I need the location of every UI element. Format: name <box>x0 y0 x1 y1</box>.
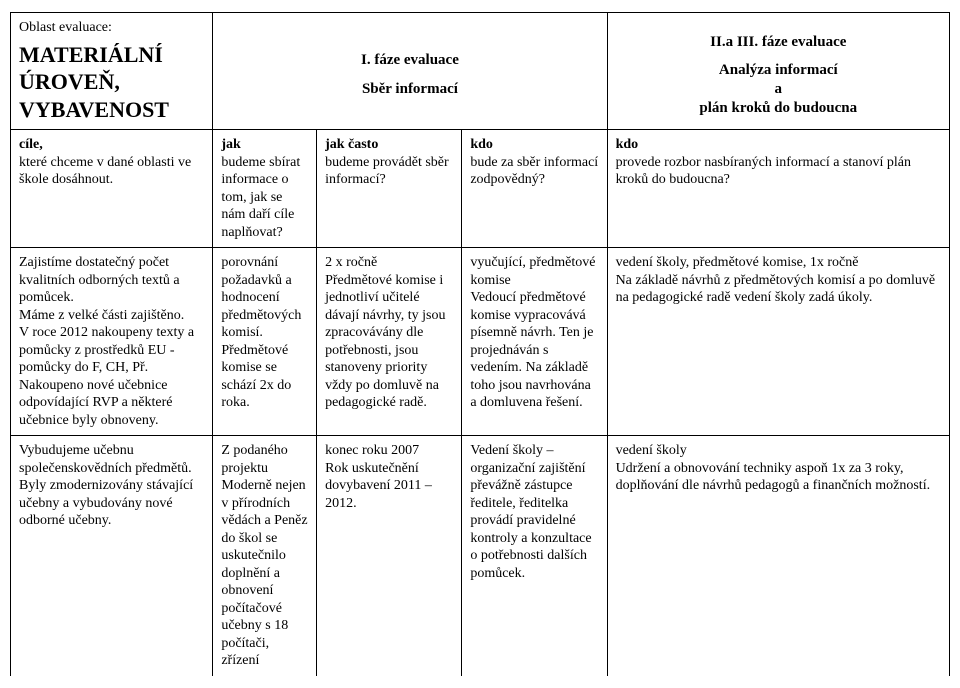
evaluation-table: Oblast evaluace: MATERIÁLNÍ ÚROVEŇ, VYBA… <box>10 12 950 676</box>
subhead-col2: jak budeme sbírat informace o tom, jak s… <box>213 130 317 248</box>
col3-rest: budeme provádět sběr informací? <box>325 155 449 188</box>
r2c3: konec roku 2007 Rok uskutečnění dovybave… <box>317 436 462 676</box>
r2c2: Z podaného projektu Moderně nejen v přír… <box>213 436 317 676</box>
phase1-cell: I. fáze evaluace Sběr informací <box>213 13 607 130</box>
col2-rest: budeme sbírat informace o tom, jak se ná… <box>221 155 300 240</box>
header-row: Oblast evaluace: MATERIÁLNÍ ÚROVEŇ, VYBA… <box>11 13 950 130</box>
r1c3: 2 x ročně Předmětové komise i jednotliví… <box>317 248 462 436</box>
subhead-col1: cíle, které chceme v dané oblasti ve ško… <box>11 130 213 248</box>
body-row-1: Zajistíme dostatečný počet kvalitních od… <box>11 248 950 436</box>
col4-bold: kdo <box>470 137 493 152</box>
r1c4: vyučující, předmětové komise Vedoucí pře… <box>462 248 607 436</box>
phase2-title: II.a III. fáze evaluace <box>616 33 941 52</box>
r1c5: vedení školy, předmětové komise, 1x ročn… <box>607 248 949 436</box>
col4-rest: bude za sběr informací zodpovědný? <box>470 155 598 188</box>
phase2-sub1: Analýza informací <box>616 61 941 80</box>
col5-rest: provede rozbor nasbíraných informací a s… <box>616 155 911 188</box>
col1-bold: cíle, <box>19 137 43 152</box>
page: Oblast evaluace: MATERIÁLNÍ ÚROVEŇ, VYBA… <box>0 0 960 676</box>
col3-bold: jak často <box>325 137 378 152</box>
subheader-row: cíle, které chceme v dané oblasti ve ško… <box>11 130 950 248</box>
col2-bold: jak <box>221 137 240 152</box>
phase2-sub2: a <box>616 80 941 99</box>
r2c1: Vybudujeme učebnu společenskovědních pře… <box>11 436 213 676</box>
area-cell: Oblast evaluace: MATERIÁLNÍ ÚROVEŇ, VYBA… <box>11 13 213 130</box>
area-label: Oblast evaluace: <box>19 19 204 37</box>
r2c4: Vedení školy – organizační zajištění pře… <box>462 436 607 676</box>
body-row-2: Vybudujeme učebnu společenskovědních pře… <box>11 436 950 676</box>
r1c1: Zajistíme dostatečný počet kvalitních od… <box>11 248 213 436</box>
phase1-sub: Sběr informací <box>221 80 598 99</box>
subhead-col3: jak často budeme provádět sběr informací… <box>317 130 462 248</box>
phase1-title: I. fáze evaluace <box>221 51 598 70</box>
col1-rest: které chceme v dané oblasti ve škole dos… <box>19 155 191 188</box>
area-title: MATERIÁLNÍ ÚROVEŇ, VYBAVENOST <box>19 41 204 124</box>
subhead-col4: kdo bude za sběr informací zodpovědný? <box>462 130 607 248</box>
subhead-col5: kdo provede rozbor nasbíraných informací… <box>607 130 949 248</box>
col5-bold: kdo <box>616 137 639 152</box>
r2c5: vedení školy Udržení a obnovování techni… <box>607 436 949 676</box>
phase2-cell: II.a III. fáze evaluace Analýza informac… <box>607 13 949 130</box>
phase2-sub3: plán kroků do budoucna <box>616 99 941 118</box>
r1c2: porovnání požadavků a hodnocení předměto… <box>213 248 317 436</box>
